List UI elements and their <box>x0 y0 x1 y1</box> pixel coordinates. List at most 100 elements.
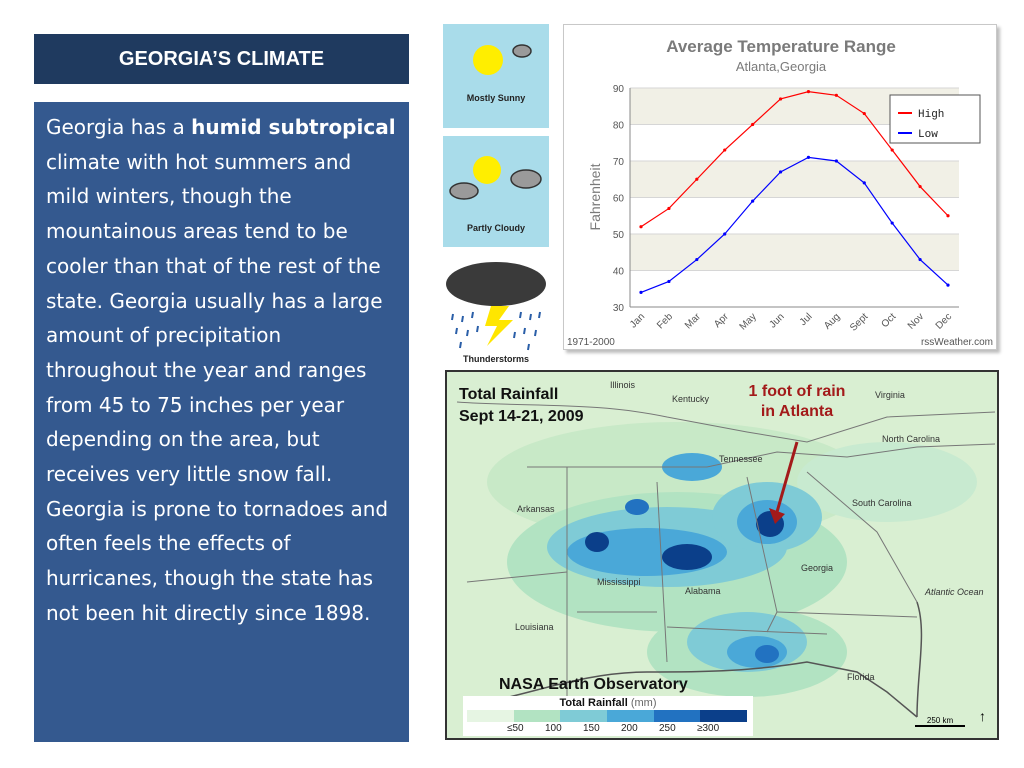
chart-y-tick-label: 60 <box>613 194 625 205</box>
map-credit: NASA Earth Observatory <box>499 676 688 693</box>
chart-point-low <box>806 155 811 159</box>
chart-x-tick-label: Aug <box>822 311 842 331</box>
rainfall-map-svg <box>447 372 997 738</box>
map-callout-line1: 1 foot of rain <box>748 383 846 400</box>
rainfall-scale-swatch <box>560 710 608 722</box>
rainfall-scale-swatch <box>700 710 748 722</box>
legend-high-label: High <box>918 109 944 121</box>
rainfall-scale-swatch <box>607 710 654 722</box>
chart-point-high <box>946 214 950 218</box>
rainfall-scale-label: 150 <box>583 723 600 734</box>
map-label-atlantic-ocean: Atlantic Ocean <box>925 587 984 597</box>
map-callout-line2: in Atlanta <box>760 403 834 420</box>
mostly-sunny-icon <box>473 44 532 75</box>
chart-y-axis-label: Fahrenheit <box>587 163 603 230</box>
slide-title-bar: GEORGIA’S CLIMATE <box>34 34 409 84</box>
rainfall-scale-label: 250 <box>659 723 676 734</box>
chart-x-tick-label: Sept <box>848 311 870 333</box>
chart-point-low <box>946 283 950 287</box>
rainfall-scale-label: 100 <box>545 723 562 734</box>
rainfall-scale-bar <box>467 710 748 722</box>
chart-point-low <box>862 181 866 185</box>
map-label-virginia: Virginia <box>875 390 905 400</box>
rainfall-scale-swatch <box>467 710 514 722</box>
chart-footer-source: rssWeather.com <box>921 337 993 348</box>
chart-point-low <box>751 199 755 203</box>
map-label-south-carolina: South Carolina <box>852 498 912 508</box>
chart-y-tick-label: 50 <box>613 230 625 241</box>
rainfall-scale-label: ≤50 <box>507 723 524 734</box>
chart-point-low <box>918 257 922 262</box>
partly-cloudy-icon <box>449 156 542 200</box>
chart-point-high <box>862 111 866 116</box>
thunderstorm-card: Thunderstorms <box>443 256 549 368</box>
chart-y-tick-label: 80 <box>613 121 625 132</box>
rainfall-scale-unit: (mm) <box>630 697 657 709</box>
chart-band <box>630 234 959 271</box>
rainfall-scale-label: 200 <box>621 723 638 734</box>
chart-x-tick-label: Apr <box>712 311 731 330</box>
chart-x-tick-label: Jul <box>798 311 815 328</box>
map-title: Total Rainfall Sept 14-21, 2009 <box>459 384 584 428</box>
rainfall-scale: Total Rainfall (mm) ≤50 100 150 200 250 ≥300 <box>463 696 753 736</box>
chart-band <box>630 161 959 198</box>
chart-point-high <box>639 225 643 229</box>
map-label-kentucky: Kentucky <box>672 394 710 404</box>
chart-subtitle: Atlanta,Georgia <box>736 59 827 74</box>
rainfall-map: Total Rainfall Sept 14-21, 2009 1 foot o… <box>445 370 999 740</box>
chart-x-tick-label: Mar <box>683 311 703 331</box>
chart-legend: High Low <box>889 94 981 144</box>
map-title-line1: Total Rainfall <box>459 386 559 403</box>
temperature-chart-svg: Average Temperature Range Atlanta,Georgi… <box>567 37 993 348</box>
chart-point-low <box>667 279 671 284</box>
thunderstorm-label: Thunderstorms <box>462 354 529 364</box>
rainfall-scale-swatch <box>513 710 561 722</box>
chart-x-tick-label: Jun <box>767 311 786 330</box>
chart-x-tick-label: Dec <box>934 311 954 331</box>
chart-series-line-low <box>640 156 949 293</box>
rainfall-scale-title-text: Total Rainfall <box>559 697 628 709</box>
map-label-illinois: Illinois <box>610 380 636 390</box>
paragraph-body: climate with hot summers and mild winter… <box>46 149 389 625</box>
chart-band <box>630 270 959 307</box>
chart-band <box>630 197 959 234</box>
rainfall-scale-title: Total Rainfall (mm) <box>463 697 753 709</box>
map-scale-bar: 250 km <box>915 716 965 727</box>
chart-series-line-high <box>640 91 949 228</box>
slide-title: GEORGIA’S CLIMATE <box>118 47 325 70</box>
map-label-georgia: Georgia <box>801 563 834 573</box>
chart-y-tick-label: 40 <box>613 267 625 278</box>
chart-y-tick-label: 90 <box>613 84 625 95</box>
chart-point-high <box>695 177 699 181</box>
chart-point-low <box>834 159 838 163</box>
map-callout: 1 foot of rain in Atlanta <box>722 382 872 422</box>
chart-point-high <box>834 93 838 97</box>
map-label-louisiana: Louisiana <box>515 622 554 632</box>
partly-cloudy-card: Partly Cloudy <box>443 136 549 247</box>
map-label-florida: Florida <box>847 672 875 682</box>
chart-title: Average Temperature Range <box>666 37 896 56</box>
thunderstorm-icon <box>446 262 546 351</box>
chart-x-tick-label: Jan <box>628 311 647 330</box>
chart-x-tick-label: Nov <box>906 311 926 331</box>
chart-x-tick-label: Feb <box>655 311 675 331</box>
chart-point-low <box>778 170 783 174</box>
mostly-sunny-label: Mostly Sunny <box>466 93 526 103</box>
map-label-tennessee: Tennessee <box>719 454 763 464</box>
rainfall-scale-label: ≥300 <box>697 723 720 734</box>
callout-arrow <box>775 441 799 513</box>
north-arrow-icon: ↑ <box>979 708 986 724</box>
mostly-sunny-card: Mostly Sunny <box>443 24 549 128</box>
map-title-line2: Sept 14-21, 2009 <box>459 408 584 425</box>
map-label-north-carolina: North Carolina <box>882 434 941 444</box>
paragraph-intro: Georgia has a <box>46 115 192 139</box>
climate-text-panel: Georgia has a humid subtropical climate … <box>34 102 409 742</box>
chart-point-high <box>751 122 755 127</box>
chart-point-high <box>890 148 894 152</box>
chart-point-high <box>918 184 922 189</box>
chart-point-high <box>723 148 727 152</box>
chart-y-tick-label: 70 <box>613 157 625 168</box>
chart-point-low <box>723 232 727 236</box>
temperature-chart: Average Temperature Range Atlanta,Georgi… <box>563 24 997 350</box>
chart-x-tick-label: May <box>738 311 759 332</box>
